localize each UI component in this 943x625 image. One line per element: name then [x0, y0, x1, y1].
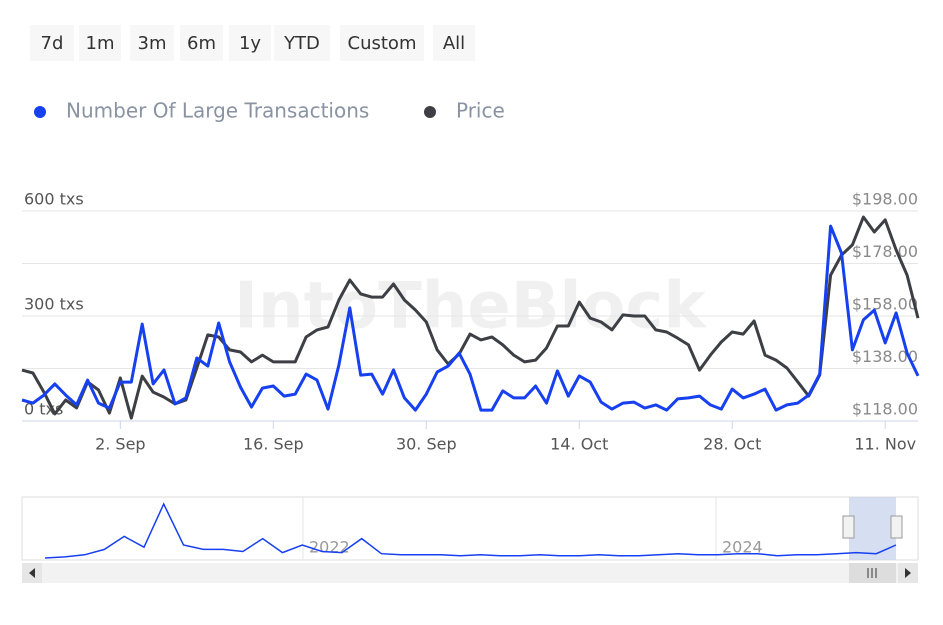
button-bg [79, 25, 121, 61]
range-button[interactable]: 1y [229, 25, 271, 61]
button-label: 3m [138, 33, 167, 54]
series-line [21, 215, 920, 420]
button-label: 7d [41, 33, 64, 54]
scrollbar-track[interactable] [22, 563, 918, 583]
navigator-handle[interactable] [890, 515, 903, 539]
y-tick-label: 600 txs [24, 190, 84, 209]
button-label: 6m [187, 33, 216, 54]
button-label: YTD [283, 33, 320, 54]
y2-tick-label: $138.00 [852, 347, 918, 366]
arrow-right [905, 568, 911, 578]
navigator-selection[interactable] [849, 497, 896, 560]
navigator-label: 2024 [722, 538, 763, 557]
legend-label: Number Of Large Transactions [66, 99, 369, 123]
range-button[interactable]: 3m [130, 25, 174, 61]
button-bg [274, 25, 330, 61]
legend-marker [34, 106, 46, 118]
arrow-left [29, 568, 35, 578]
button-bg [180, 25, 223, 61]
x-tick-label: 2. Sep [95, 435, 146, 454]
watermark-group: IntoTheBlock [234, 270, 707, 344]
x-tick-label: 30. Sep [396, 435, 457, 454]
legend-marker [424, 106, 436, 118]
x-tick-label: 16. Sep [243, 435, 304, 454]
x-tick-label: 14. Oct [550, 435, 608, 454]
x-tick-label: 28. Oct [703, 435, 761, 454]
y2-tick-label: $198.00 [852, 190, 918, 209]
range-button[interactable]: 6m [180, 25, 223, 61]
range-button[interactable]: All [433, 25, 475, 61]
range-button[interactable]: 1m [79, 25, 121, 61]
navigator-handle[interactable] [842, 515, 855, 539]
range-button[interactable]: YTD [274, 25, 330, 61]
button-bg [340, 25, 424, 61]
button-label: Custom [348, 33, 417, 54]
button-bg [30, 25, 74, 61]
watermark: IntoTheBlock [234, 270, 707, 344]
range-button[interactable]: Custom [340, 25, 424, 61]
y2-tick-label: $178.00 [852, 242, 918, 261]
navigator-label: 2022 [309, 538, 350, 557]
y2-tick-label: $158.00 [852, 295, 918, 314]
legend-label: Price [456, 99, 505, 123]
button-bg [433, 25, 475, 61]
x-tick-label: 11. Nov [854, 435, 916, 454]
navigator-frame [21, 496, 919, 561]
navigator-line [44, 502, 897, 559]
series-line [21, 224, 920, 412]
range-button[interactable]: 7d [30, 25, 74, 61]
button-label: 1y [239, 33, 261, 54]
y2-tick-label: $118.00 [852, 400, 918, 419]
button-label: All [443, 33, 465, 54]
button-bg [130, 25, 174, 61]
y-tick-label: 300 txs [24, 295, 84, 314]
button-bg [229, 25, 271, 61]
button-label: 1m [86, 33, 115, 54]
